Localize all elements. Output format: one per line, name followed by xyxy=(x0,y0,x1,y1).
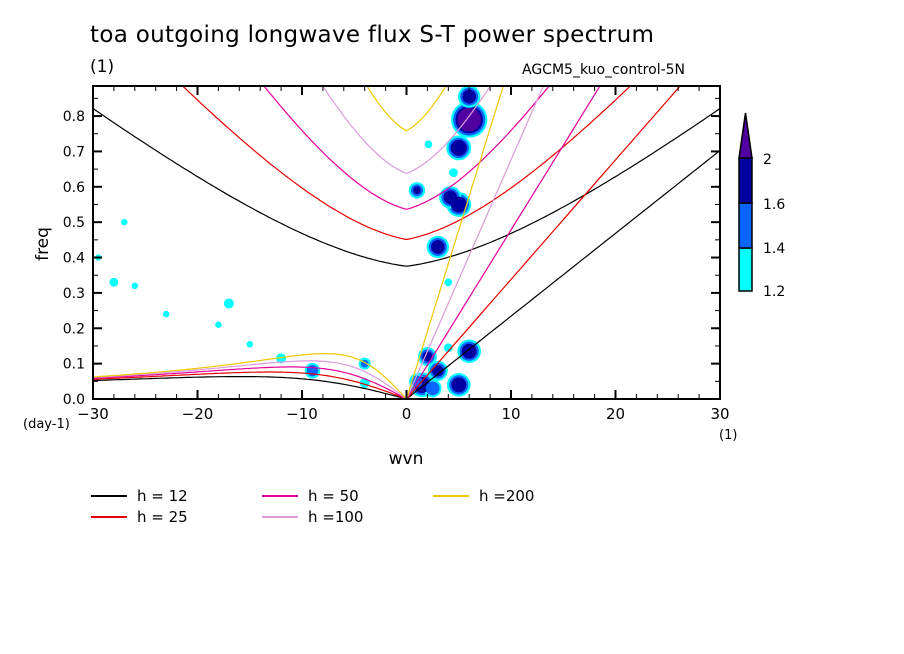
shaded-region-core xyxy=(425,381,440,396)
plot-frame xyxy=(92,85,721,400)
colorbar-label: 1.2 xyxy=(763,284,785,300)
y-tick-label: 0.0 xyxy=(63,392,85,408)
chart-subtitle-experiment: AGCM5_kuo_control-5N xyxy=(522,62,686,78)
y-tick-label: 0.4 xyxy=(63,251,85,267)
shaded-region-level-0 xyxy=(109,277,119,287)
y-tick-label: 0.1 xyxy=(63,357,85,373)
y-unit-label: (day-1) xyxy=(23,417,70,432)
ig-curve-h100 xyxy=(322,86,491,175)
x-unit-label: (1) xyxy=(719,428,737,443)
y-tick-label: 0.6 xyxy=(63,180,85,196)
kelvin-curve-h12 xyxy=(406,150,720,399)
y-tick-label: 0.8 xyxy=(63,109,85,125)
y-axis-label: freq xyxy=(33,227,53,261)
colorbar-extend-arrow xyxy=(738,112,753,159)
colorbar-segment-2 xyxy=(738,157,753,204)
shaded-region-level-0 xyxy=(443,343,453,353)
legend: h = 12 h = 25 h = 50 h =100 h =200 xyxy=(91,487,534,526)
shaded-power-regions xyxy=(95,86,488,398)
shaded-region-level-0 xyxy=(449,168,458,178)
ig-curve-h25 xyxy=(181,86,632,241)
shaded-region-level-0 xyxy=(246,340,253,348)
shaded-region-level-0 xyxy=(215,321,222,328)
shaded-region-core xyxy=(451,377,467,393)
legend-label-h25: h = 25 xyxy=(137,508,188,526)
shaded-region-core xyxy=(431,240,445,254)
shaded-region-core xyxy=(462,89,477,104)
shaded-region-level-0 xyxy=(424,140,433,149)
shaded-region-level-0 xyxy=(131,282,138,290)
colorbar-segment-0 xyxy=(738,247,753,292)
legend-label-h12: h = 12 xyxy=(137,487,188,505)
legend-label-h50: h = 50 xyxy=(308,487,359,505)
colorbar: 1.2 1.4 1.6 2 xyxy=(738,112,785,300)
shaded-region-level-0 xyxy=(121,218,128,226)
shaded-region-level-0 xyxy=(162,310,170,318)
y-tick-label: 0.7 xyxy=(63,144,85,160)
legend-label-h100: h =100 xyxy=(308,508,363,526)
dispersion-curves xyxy=(93,86,720,399)
shaded-region-core xyxy=(432,365,444,377)
colorbar-segment-1 xyxy=(738,202,753,249)
y-tick-label: 0.2 xyxy=(63,321,85,337)
shaded-region-core xyxy=(450,139,467,156)
colorbar-label: 1.4 xyxy=(763,241,785,257)
x-tick-label: 0 xyxy=(402,405,412,423)
shaded-region-level-0 xyxy=(444,278,453,287)
er-curve-h200 xyxy=(93,352,407,399)
er-curve-h25 xyxy=(93,371,407,399)
y-tick-label: 0.5 xyxy=(63,215,85,231)
kelvin-curve-h200 xyxy=(405,86,504,399)
x-tick-label: 10 xyxy=(501,405,520,423)
colorbar-label: 1.6 xyxy=(763,197,785,213)
kelvin-curve-h25 xyxy=(406,86,681,399)
shaded-region-level-0 xyxy=(223,298,234,309)
x-tick-label: 30 xyxy=(710,405,729,423)
x-tick-label: 20 xyxy=(606,405,625,423)
x-tick-label: −30 xyxy=(77,405,109,423)
axes: −30 −20 −10 0 10 20 30 0.0 0.1 0.2 0.3 0.4 0.5 0.6 0.7… xyxy=(23,85,737,469)
er-curve-h12 xyxy=(93,376,407,399)
kelvin-curve-h100 xyxy=(405,86,545,399)
shaded-region-core xyxy=(461,343,477,359)
kelvin-curve-h50 xyxy=(405,86,601,399)
shaded-region-core xyxy=(413,186,421,195)
shaded-region-core xyxy=(457,107,481,132)
ig-curve-h50 xyxy=(263,86,550,210)
colorbar-label: 2 xyxy=(763,152,772,168)
ig-curve-h12 xyxy=(93,108,720,267)
y-tick-label: 0.3 xyxy=(63,286,85,302)
x-tick-label: −20 xyxy=(182,405,214,423)
shaded-region-level-0 xyxy=(276,353,287,364)
er-curve-h100 xyxy=(93,360,407,399)
x-tick-label: −10 xyxy=(286,405,318,423)
chart-title: toa outgoing longwave flux S-T power spe… xyxy=(90,22,655,48)
legend-label-h200: h =200 xyxy=(479,487,534,505)
chart-subtitle-units: (1) xyxy=(90,57,115,77)
shaded-region-core xyxy=(422,351,433,362)
shaded-region-core xyxy=(443,190,458,205)
x-axis-label: wvn xyxy=(389,449,424,469)
ig-curve-h200 xyxy=(366,86,447,132)
er-curve-h50 xyxy=(93,366,407,399)
